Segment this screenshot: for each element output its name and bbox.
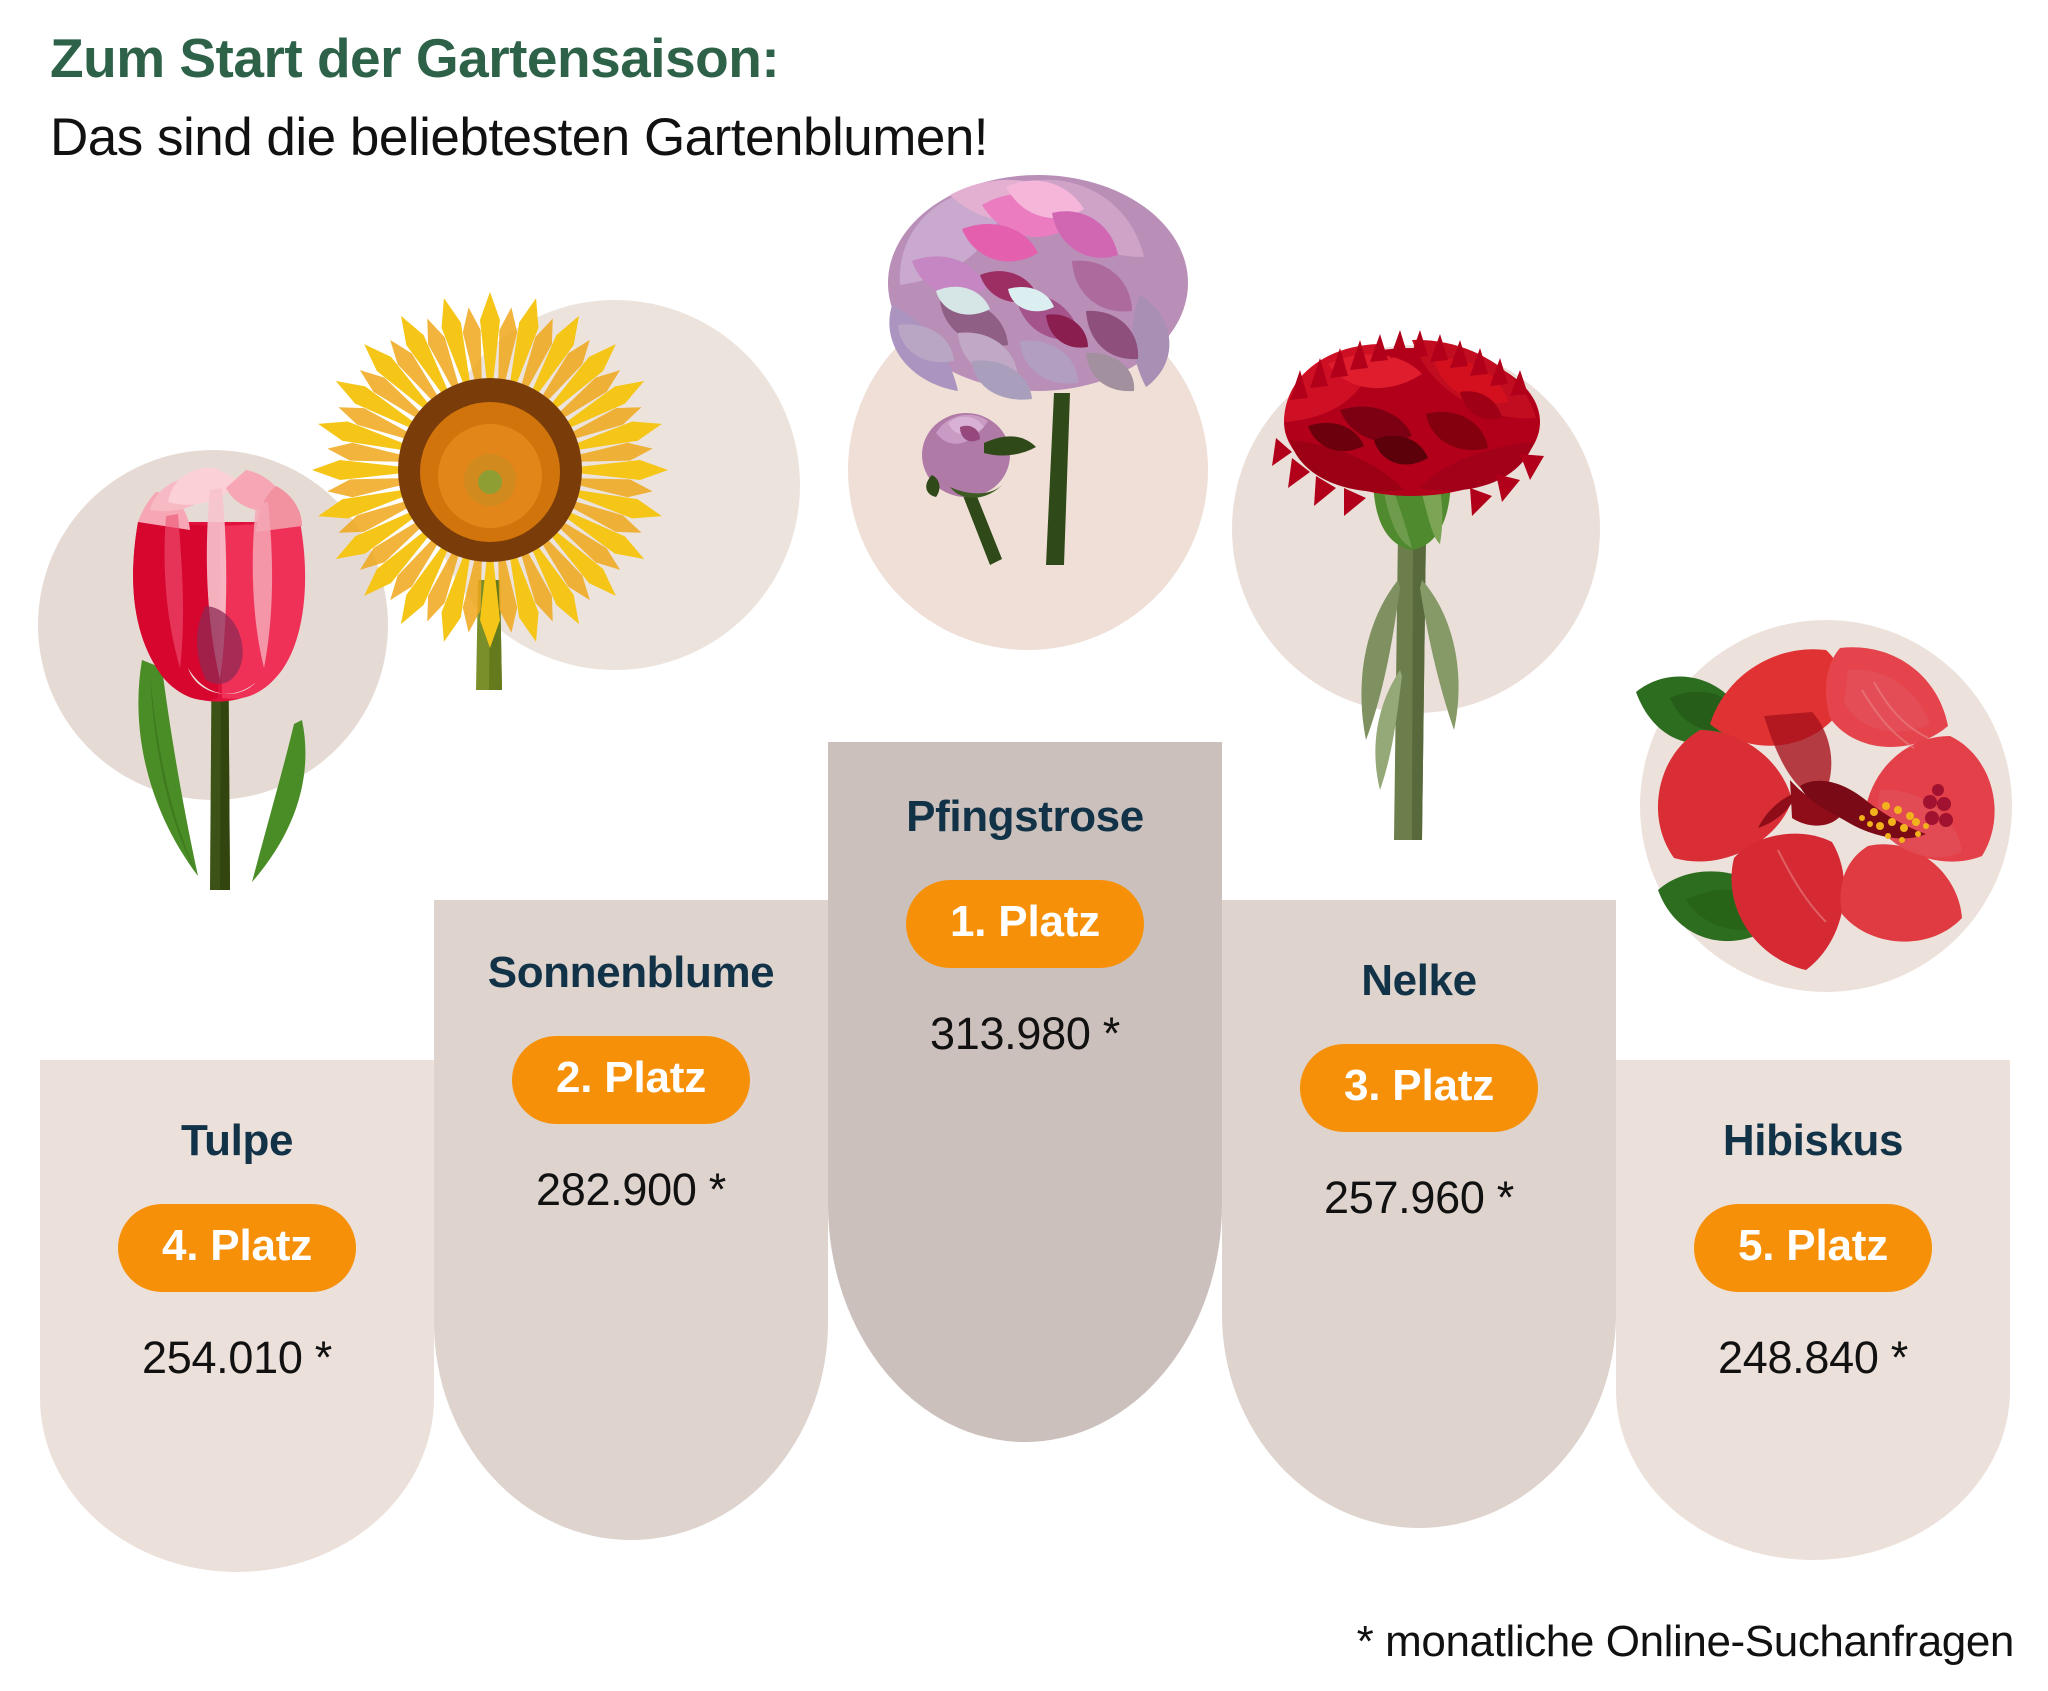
- search-count-tulpe: 254.010 *: [142, 1332, 332, 1383]
- rank-badge-tulpe[interactable]: 4. Platz: [117, 1204, 356, 1292]
- page-subtitle: Das sind die beliebtesten Gartenblumen!: [50, 108, 989, 167]
- podium-column-nelke: Nelke 3. Platz 257.960 *: [1222, 900, 1616, 1528]
- flower-name-tulpe: Tulpe: [180, 1116, 294, 1165]
- podium-column-tulpe: Tulpe 4. Platz 254.010 *: [40, 1060, 434, 1572]
- rank-badge-nelke[interactable]: 3. Platz: [1299, 1044, 1538, 1132]
- podium-column-pfingstrose: Pfingstrose 1. Platz 313.980 *: [828, 742, 1222, 1442]
- podium-column-hibiskus: Hibiskus 5. Platz 248.840 *: [1616, 1060, 2010, 1560]
- rank-badge-hibiskus[interactable]: 5. Platz: [1693, 1204, 1932, 1292]
- page-title: Zum Start der Gartensaison:: [50, 27, 780, 89]
- flower-name-hibiskus: Hibiskus: [1722, 1116, 1904, 1165]
- hibiscus-illustration: [1630, 630, 2030, 990]
- search-count-sonnenblume: 282.900 *: [536, 1164, 726, 1215]
- sunflower-illustration: [300, 280, 680, 700]
- flower-name-pfingstrose: Pfingstrose: [906, 792, 1144, 841]
- tulip-illustration: [70, 430, 360, 930]
- rank-badge-sonnenblume[interactable]: 2. Platz: [511, 1036, 750, 1124]
- search-count-hibiskus: 248.840 *: [1718, 1332, 1908, 1383]
- carnation-illustration: [1270, 330, 1560, 870]
- footnote-text: * monatliche Online-Suchanfragen: [1356, 1617, 2015, 1666]
- flower-name-sonnenblume: Sonnenblume: [487, 948, 775, 997]
- podium-column-sonnenblume: Sonnenblume 2. Platz 282.900 *: [434, 900, 828, 1540]
- peony-illustration: [840, 165, 1240, 585]
- search-count-pfingstrose: 313.980 *: [930, 1008, 1120, 1059]
- search-count-nelke: 257.960 *: [1324, 1172, 1514, 1223]
- rank-badge-pfingstrose[interactable]: 1. Platz: [905, 880, 1144, 968]
- flower-name-nelke: Nelke: [1361, 956, 1477, 1005]
